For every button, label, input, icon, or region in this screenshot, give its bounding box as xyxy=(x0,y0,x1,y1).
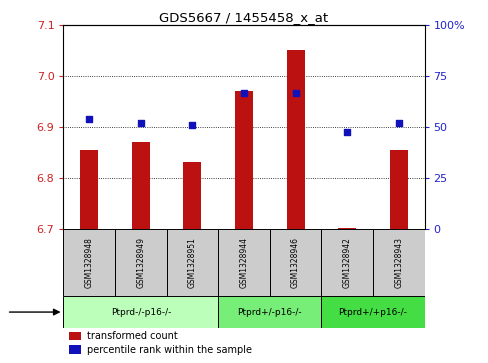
Point xyxy=(395,121,403,126)
Bar xyxy=(132,142,150,229)
Bar xyxy=(63,229,115,296)
Bar xyxy=(286,50,305,229)
Point xyxy=(137,121,145,126)
Title: GDS5667 / 1455458_x_at: GDS5667 / 1455458_x_at xyxy=(160,11,328,24)
Text: GSM1328942: GSM1328942 xyxy=(343,237,352,288)
Bar xyxy=(322,296,425,328)
Text: Ptprd+/+p16-/-: Ptprd+/+p16-/- xyxy=(339,307,407,317)
Bar xyxy=(80,150,98,229)
Bar xyxy=(218,229,270,296)
Bar xyxy=(63,296,218,328)
Point xyxy=(85,117,93,122)
Text: GSM1328946: GSM1328946 xyxy=(291,237,300,288)
Bar xyxy=(338,228,356,229)
Bar xyxy=(115,229,166,296)
Bar xyxy=(390,150,408,229)
Text: GSM1328943: GSM1328943 xyxy=(394,237,403,288)
Text: genotype/variation: genotype/variation xyxy=(0,307,1,317)
Point xyxy=(240,90,248,96)
Text: GSM1328951: GSM1328951 xyxy=(188,237,197,288)
Bar xyxy=(270,229,322,296)
Text: GSM1328944: GSM1328944 xyxy=(240,237,248,288)
Bar xyxy=(166,229,218,296)
Bar xyxy=(322,229,373,296)
Bar xyxy=(373,229,425,296)
Text: transformed count: transformed count xyxy=(87,331,178,341)
Text: GSM1328949: GSM1328949 xyxy=(136,237,145,288)
Point xyxy=(292,90,300,96)
Text: percentile rank within the sample: percentile rank within the sample xyxy=(87,344,252,355)
Point xyxy=(188,122,196,128)
Text: GSM1328948: GSM1328948 xyxy=(85,237,94,288)
Bar xyxy=(69,332,81,340)
Bar xyxy=(218,296,322,328)
Bar xyxy=(183,162,202,229)
Text: Ptprd+/-p16-/-: Ptprd+/-p16-/- xyxy=(238,307,302,317)
Bar xyxy=(235,91,253,229)
Bar xyxy=(69,345,81,354)
Text: Ptprd-/-p16-/-: Ptprd-/-p16-/- xyxy=(111,307,171,317)
Point xyxy=(343,129,351,134)
